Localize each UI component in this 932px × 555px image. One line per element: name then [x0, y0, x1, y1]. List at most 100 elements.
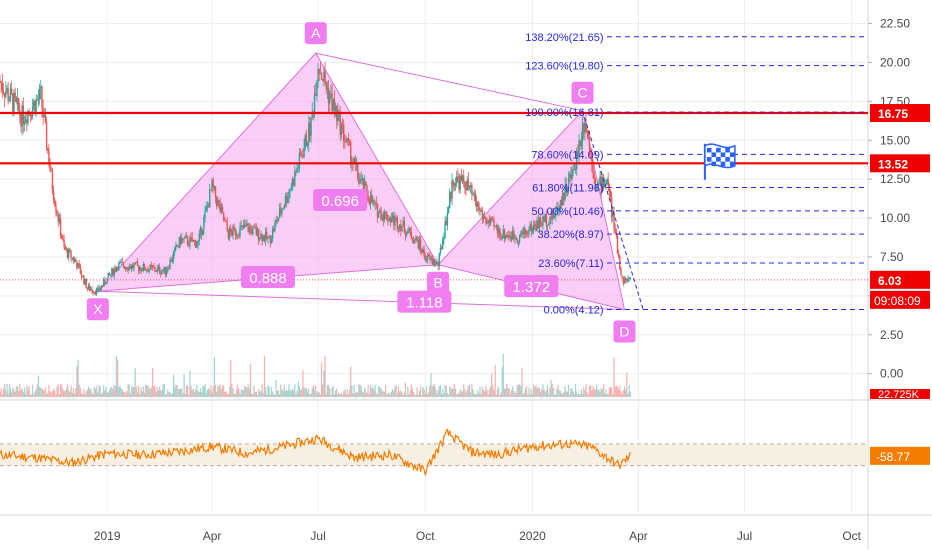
candle-body — [447, 208, 450, 213]
volume-bar — [429, 385, 431, 397]
volume-bar — [286, 389, 288, 397]
candle-body — [99, 288, 101, 291]
candle-body — [587, 131, 590, 137]
candle-body — [175, 245, 177, 248]
candle-body — [502, 229, 505, 237]
candle-body — [426, 254, 429, 260]
candle-body — [289, 190, 291, 192]
volume-bar — [71, 393, 73, 397]
volume-bar — [421, 394, 423, 397]
candle-body — [488, 220, 491, 224]
candle-body — [229, 228, 232, 232]
volume-bar — [316, 393, 318, 397]
volume-bar — [514, 392, 516, 397]
candle-body — [107, 272, 110, 278]
candle-body — [96, 288, 98, 295]
volume-bar — [197, 390, 199, 397]
fib-levels: 138.20%(21.65) 123.60%(19.80) 100.00%(16.8… — [525, 32, 868, 317]
candle-body — [545, 215, 548, 227]
candle-body — [269, 235, 272, 243]
volume-bar — [590, 385, 592, 397]
candle-body — [479, 209, 481, 211]
candle-body — [243, 224, 246, 228]
volume-bar — [279, 394, 281, 397]
volume-bar — [408, 394, 410, 397]
volume-bar — [501, 367, 503, 397]
volume-bar — [5, 390, 7, 397]
candle-body — [430, 257, 432, 260]
candle-body — [167, 268, 169, 271]
volume-bar — [78, 384, 80, 397]
flag-check — [716, 157, 721, 162]
candle-body — [193, 240, 196, 242]
candle-body — [91, 289, 93, 292]
candle-body — [92, 291, 94, 293]
volume-bar — [452, 389, 454, 397]
volume-bar — [96, 386, 98, 397]
flag-check — [706, 147, 712, 153]
volume-bar — [140, 387, 142, 397]
volume-bar — [268, 386, 270, 397]
candle-body — [572, 169, 574, 170]
volume-bar — [436, 393, 438, 397]
ratio-label: 1.118 — [406, 295, 442, 312]
candle-body — [553, 216, 556, 218]
volume-bar — [313, 389, 316, 397]
volume-bar — [493, 390, 495, 397]
volume-bar — [1, 394, 3, 397]
candle-body — [453, 185, 456, 187]
volume-bar — [474, 394, 476, 397]
price-badge-label: 16.75 — [878, 107, 908, 121]
volume-bar — [550, 379, 552, 397]
volume-bar — [380, 388, 382, 397]
volume-bar — [538, 388, 541, 397]
volume-bar — [175, 384, 177, 397]
volume-bar — [563, 392, 565, 397]
volume-bar — [272, 391, 274, 397]
volume-bar — [260, 391, 262, 397]
candle-body — [65, 248, 68, 250]
candle-body — [348, 140, 351, 142]
volume-bar — [453, 384, 455, 397]
candle-body — [211, 179, 213, 190]
volume-bar — [282, 390, 284, 397]
ratio-XB: 0.888 — [240, 265, 295, 288]
candle-body — [278, 208, 281, 218]
candle-body — [322, 79, 324, 81]
volume-bar — [611, 387, 613, 397]
candle-body — [120, 261, 122, 263]
volume-bar — [573, 393, 575, 397]
volume-bar — [601, 389, 603, 397]
volume-bar — [383, 391, 386, 397]
candle-body — [592, 165, 594, 174]
candle-body — [571, 169, 573, 180]
volume-bar — [534, 386, 536, 397]
candle-body — [444, 221, 446, 238]
candle-body — [206, 205, 209, 207]
candle-body — [583, 123, 585, 133]
candle-body — [136, 262, 139, 266]
candle-body — [283, 205, 285, 209]
volume-bar — [82, 393, 84, 397]
volume-bar — [560, 393, 563, 397]
volume-bar — [500, 392, 502, 397]
volume-bar — [613, 357, 615, 397]
candle-body — [613, 212, 615, 229]
volume-bar — [251, 393, 253, 397]
volume-bar — [343, 391, 345, 397]
volume-bar — [502, 353, 504, 397]
volume-bar — [473, 393, 475, 397]
candle-body — [142, 264, 145, 271]
pattern-point-b: B — [427, 271, 450, 294]
volume-bar — [627, 393, 629, 397]
candle-body — [326, 88, 329, 90]
volume-bar — [599, 391, 601, 397]
candle-body — [263, 235, 266, 242]
volume-bar — [227, 394, 229, 397]
candle-body — [516, 239, 519, 243]
volume-bar — [402, 394, 404, 397]
flag-check — [725, 157, 730, 162]
candle-body — [567, 178, 570, 188]
volume-bar — [523, 392, 525, 397]
